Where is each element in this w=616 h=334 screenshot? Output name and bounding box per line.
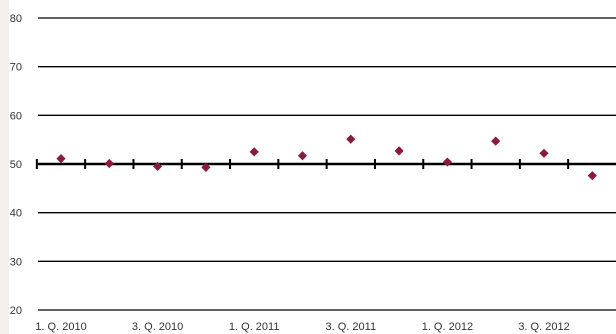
x-tick-label: 3. Q. 2011 — [326, 321, 377, 333]
data-point — [56, 154, 66, 164]
baseline-axis — [35, 159, 616, 169]
data-point — [249, 147, 259, 157]
y-tick-label-60: 60 — [10, 110, 22, 122]
left-margin-strip — [0, 0, 9, 334]
gridlines — [38, 17, 616, 311]
x-tick-label: 3. Q. 2010 — [132, 321, 183, 333]
x-tick-label: 1. Q. 2010 — [35, 321, 86, 333]
data-point — [346, 134, 356, 144]
data-point — [587, 171, 597, 181]
data-point — [442, 157, 452, 167]
data-point — [539, 148, 549, 158]
x-tick-label: 1. Q. 2012 — [422, 321, 473, 333]
y-tick-label-70: 70 — [10, 62, 22, 74]
y-tick-label-40: 40 — [10, 208, 22, 220]
x-tick-label: 3. Q. 2012 — [518, 321, 569, 333]
x-axis-labels: 1. Q. 2010 3. Q. 2010 1. Q. 2011 3. Q. 2011… — [35, 321, 569, 333]
data-point — [297, 151, 308, 161]
data-points — [56, 134, 597, 181]
y-tick-label-80: 80 — [10, 13, 22, 25]
y-tick-label-30: 30 — [10, 256, 22, 268]
y-tick-label-20: 20 — [10, 305, 22, 317]
data-point — [491, 136, 501, 146]
y-axis-labels: 20 30 40 50 60 70 80 — [10, 13, 22, 317]
x-tick-label: 1. Q. 2011 — [229, 321, 280, 333]
data-point — [104, 158, 114, 169]
data-point — [153, 161, 163, 172]
y-tick-label-50: 50 — [10, 159, 22, 171]
data-point — [394, 146, 404, 156]
data-point — [201, 162, 211, 173]
